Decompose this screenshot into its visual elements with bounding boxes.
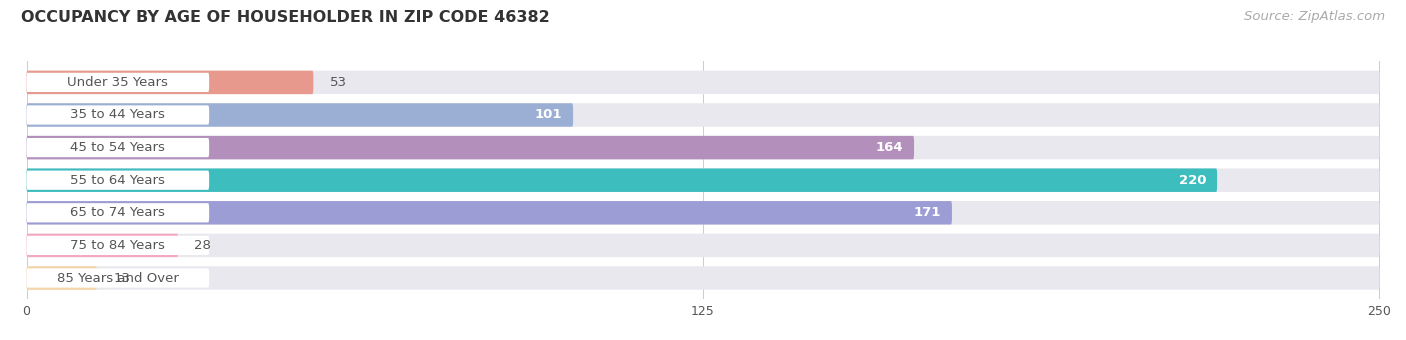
FancyBboxPatch shape	[27, 201, 952, 224]
FancyBboxPatch shape	[27, 268, 209, 288]
Text: 35 to 44 Years: 35 to 44 Years	[70, 108, 166, 121]
FancyBboxPatch shape	[27, 136, 914, 159]
FancyBboxPatch shape	[27, 71, 314, 94]
FancyBboxPatch shape	[27, 71, 1379, 94]
FancyBboxPatch shape	[27, 103, 1379, 127]
Text: Source: ZipAtlas.com: Source: ZipAtlas.com	[1244, 10, 1385, 23]
Text: 85 Years and Over: 85 Years and Over	[56, 272, 179, 285]
Text: 13: 13	[112, 272, 131, 285]
FancyBboxPatch shape	[27, 103, 574, 127]
Text: 28: 28	[194, 239, 211, 252]
Text: 101: 101	[534, 108, 562, 121]
Text: 55 to 64 Years: 55 to 64 Years	[70, 174, 166, 187]
Text: 45 to 54 Years: 45 to 54 Years	[70, 141, 166, 154]
FancyBboxPatch shape	[27, 234, 179, 257]
Text: 65 to 74 Years: 65 to 74 Years	[70, 206, 166, 219]
Text: 75 to 84 Years: 75 to 84 Years	[70, 239, 166, 252]
Text: 53: 53	[329, 76, 346, 89]
Text: Under 35 Years: Under 35 Years	[67, 76, 169, 89]
Text: 164: 164	[876, 141, 903, 154]
FancyBboxPatch shape	[27, 138, 209, 157]
FancyBboxPatch shape	[27, 203, 209, 222]
FancyBboxPatch shape	[27, 234, 1379, 257]
FancyBboxPatch shape	[27, 266, 97, 290]
FancyBboxPatch shape	[27, 73, 209, 92]
FancyBboxPatch shape	[27, 171, 209, 190]
Text: 220: 220	[1178, 174, 1206, 187]
Text: OCCUPANCY BY AGE OF HOUSEHOLDER IN ZIP CODE 46382: OCCUPANCY BY AGE OF HOUSEHOLDER IN ZIP C…	[21, 10, 550, 25]
FancyBboxPatch shape	[27, 266, 1379, 290]
FancyBboxPatch shape	[27, 236, 209, 255]
FancyBboxPatch shape	[27, 168, 1218, 192]
FancyBboxPatch shape	[27, 105, 209, 125]
FancyBboxPatch shape	[27, 168, 1379, 192]
Text: 171: 171	[914, 206, 941, 219]
FancyBboxPatch shape	[27, 136, 1379, 159]
FancyBboxPatch shape	[27, 201, 1379, 224]
